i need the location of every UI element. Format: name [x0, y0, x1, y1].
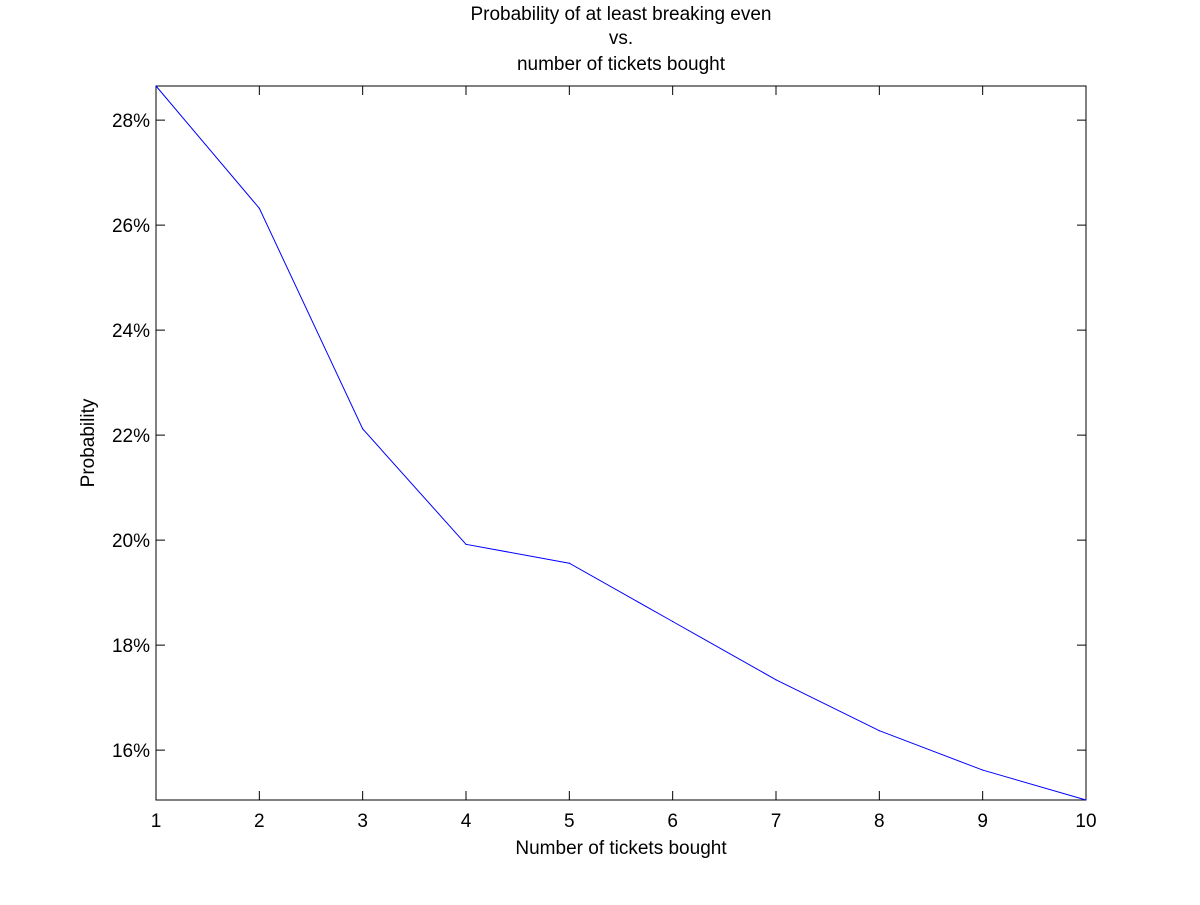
x-tick-label: 3	[357, 811, 368, 832]
x-tick-label: 2	[254, 811, 265, 832]
x-tick-label: 5	[564, 811, 575, 832]
x-tick-label: 4	[461, 811, 472, 832]
data-point	[1085, 799, 1087, 801]
chart-title: Probability of at least breaking even vs.…	[470, 4, 771, 75]
x-axis-label: Number of tickets bought	[515, 838, 727, 859]
data-point	[775, 679, 777, 681]
chart-title-line: vs.	[609, 28, 633, 49]
data-point	[878, 730, 880, 732]
data-point	[568, 562, 570, 564]
data-point	[258, 207, 260, 209]
data-point	[465, 543, 467, 545]
series-group	[155, 85, 1087, 801]
x-tick-label: 1	[151, 811, 162, 832]
data-point	[155, 85, 157, 87]
data-point	[982, 769, 984, 771]
data-point	[672, 620, 674, 623]
axis-ticks: 1 2 3 4 5 6 7 8 9 10 16% 18% 20% 22% 24% 26% 28%	[112, 86, 1097, 832]
y-tick-label: 28%	[112, 111, 150, 132]
y-tick-label: 22%	[112, 426, 150, 447]
y-tick-label: 24%	[112, 321, 150, 342]
x-tick-label: 9	[977, 811, 988, 832]
y-tick-label: 20%	[112, 531, 150, 552]
data-point	[362, 428, 364, 430]
chart-title-line: Probability of at least breaking even	[470, 4, 771, 25]
x-tick-label: 10	[1075, 811, 1096, 832]
plot-frame	[155, 85, 1087, 801]
x-tick-label: 6	[667, 811, 678, 832]
x-tick-label: 7	[771, 811, 782, 832]
chart-title-line: number of tickets bought	[517, 54, 726, 75]
plot-area	[155, 85, 1087, 801]
y-axis-label: Probability	[78, 398, 99, 487]
x-tick-label: 8	[874, 811, 885, 832]
series-line	[155, 85, 1087, 801]
y-tick-label: 26%	[112, 216, 150, 237]
y-tick-label: 16%	[112, 741, 150, 762]
y-tick-label: 18%	[112, 636, 150, 657]
